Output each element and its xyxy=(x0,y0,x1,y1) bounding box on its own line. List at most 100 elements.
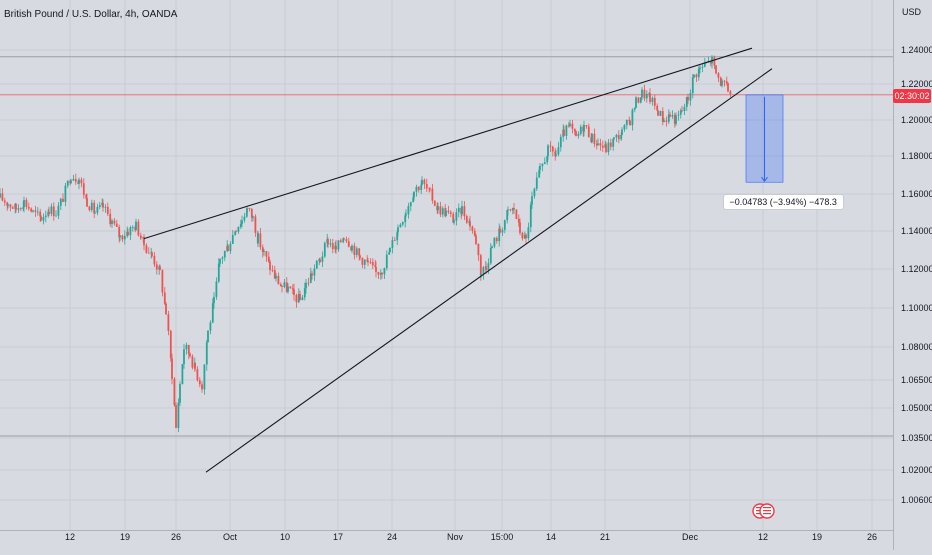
y-tick-label: 1.14000 xyxy=(901,226,932,236)
x-tick-label: 21 xyxy=(600,532,610,542)
candle-body xyxy=(279,284,282,287)
candle-body xyxy=(421,179,423,185)
candle-body xyxy=(687,96,689,101)
candle-body xyxy=(695,74,698,78)
candle-body xyxy=(593,133,596,144)
candle-body xyxy=(173,378,176,406)
candle-body xyxy=(183,349,185,365)
candle-body xyxy=(613,137,615,139)
candle-body xyxy=(355,248,358,255)
candle-body xyxy=(88,206,91,211)
candle-body xyxy=(311,273,313,276)
candle-body xyxy=(420,184,423,190)
candle-body xyxy=(342,238,345,243)
candle-body xyxy=(207,330,209,343)
x-tick-label: 19 xyxy=(812,532,822,542)
candle-body xyxy=(527,227,530,239)
candle-body xyxy=(533,188,536,197)
candle-body xyxy=(366,259,369,261)
candle-body xyxy=(503,220,506,230)
candle-body xyxy=(250,208,253,218)
candle-body xyxy=(379,272,382,275)
candle-body xyxy=(351,245,353,251)
candle-body xyxy=(523,234,526,239)
candle-body xyxy=(267,256,270,262)
candle-body xyxy=(412,197,415,203)
candle-body xyxy=(119,235,121,238)
candle-body xyxy=(175,405,177,428)
candle-body xyxy=(573,128,576,132)
candle-body xyxy=(257,233,259,244)
candle-body xyxy=(685,96,688,107)
candle-body xyxy=(185,344,188,350)
uk-flag-event-icon[interactable] xyxy=(759,503,775,519)
candle-body xyxy=(591,133,593,142)
candle-body xyxy=(515,209,518,220)
candle-body xyxy=(221,257,224,259)
candle-body xyxy=(577,133,580,136)
candle-body xyxy=(371,262,374,266)
candle-body xyxy=(431,188,434,201)
candle-body xyxy=(118,226,121,238)
candle-body xyxy=(153,255,156,265)
candle-body xyxy=(52,206,55,217)
x-tick-label: Nov xyxy=(447,532,464,542)
candle-body xyxy=(231,235,234,244)
y-tick-label: 1.20000 xyxy=(901,115,932,125)
candle-body xyxy=(597,143,599,146)
candle-body xyxy=(23,199,25,208)
candle-body xyxy=(546,156,549,163)
candle-body xyxy=(519,222,521,233)
candle-body xyxy=(727,83,729,92)
candle-body xyxy=(437,206,439,211)
candle-body xyxy=(219,258,221,264)
candle-body xyxy=(196,369,199,381)
candle-body xyxy=(657,110,659,116)
candle-body xyxy=(417,186,420,190)
candle-body xyxy=(679,110,682,115)
candle-body xyxy=(329,243,332,245)
candle-body xyxy=(96,206,99,213)
candle-body xyxy=(433,200,436,206)
candle-body xyxy=(305,282,307,289)
candle-body xyxy=(447,210,450,213)
candle-body xyxy=(487,263,490,271)
candle-body xyxy=(585,125,588,127)
candle-body xyxy=(25,199,28,207)
candle-body xyxy=(401,222,404,225)
candle-body xyxy=(319,259,321,262)
candle-body xyxy=(656,105,659,111)
candle-body xyxy=(671,115,674,117)
candle-body xyxy=(397,227,399,233)
candle-body xyxy=(313,268,316,276)
candle-body xyxy=(303,288,306,298)
candle-body xyxy=(289,286,292,289)
candle-body xyxy=(59,198,62,206)
candle-body xyxy=(211,303,214,323)
candle-body xyxy=(181,364,184,384)
measure-arrow-head xyxy=(761,176,768,183)
candle-body xyxy=(271,269,274,271)
candle-body xyxy=(681,110,683,112)
y-tick-label: 1.16000 xyxy=(901,189,932,199)
candle-body xyxy=(98,205,101,207)
candle-body xyxy=(367,260,369,263)
candle-body xyxy=(517,219,520,223)
candle-body xyxy=(493,237,496,247)
candle-body xyxy=(445,210,447,217)
candle-body xyxy=(145,245,148,253)
candle-body xyxy=(248,208,251,209)
candle-body xyxy=(337,240,340,250)
candle-body xyxy=(555,154,557,156)
y-tick-label: 1.03500 xyxy=(901,433,932,443)
candle-body xyxy=(339,240,342,243)
x-tick-label: 10 xyxy=(280,532,290,542)
candle-body xyxy=(643,89,646,99)
candle-body xyxy=(32,210,34,212)
candle-body xyxy=(22,207,25,209)
chart-title: British Pound / U.S. Dollar, 4h, OANDA xyxy=(4,9,178,20)
candle-body xyxy=(669,114,671,117)
candle-body xyxy=(30,208,33,212)
